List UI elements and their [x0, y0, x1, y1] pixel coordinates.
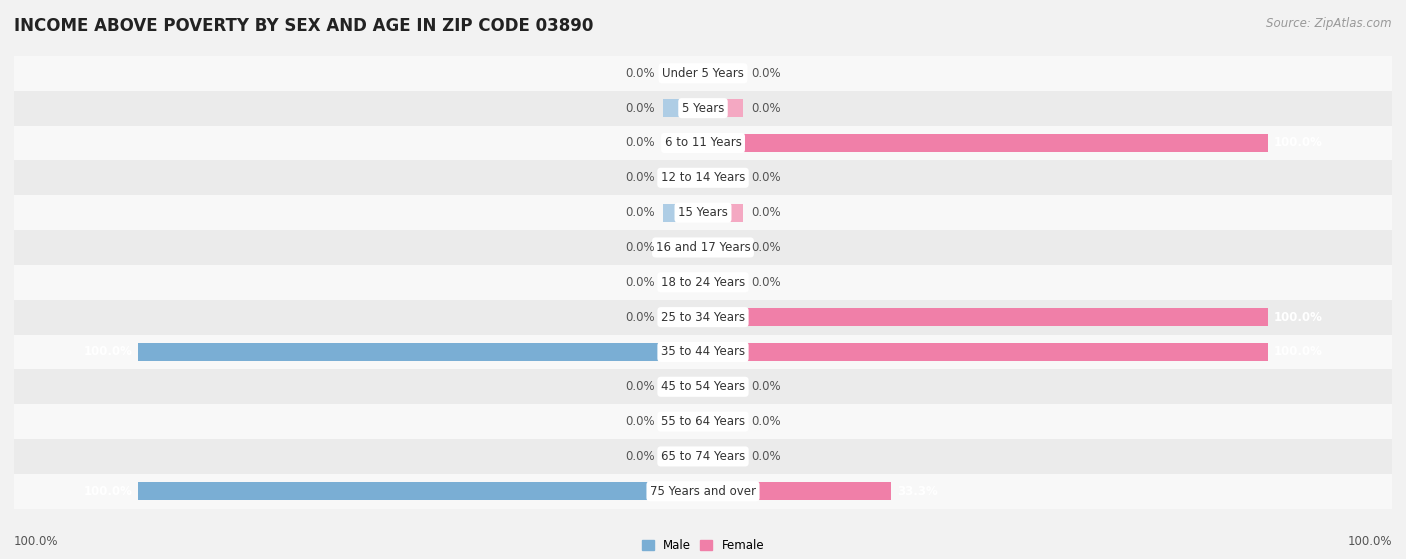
Bar [14, 160, 1392, 195]
Bar [703, 308, 1268, 326]
Text: 45 to 54 Years: 45 to 54 Years [661, 380, 745, 394]
Legend: Male, Female: Male, Female [637, 534, 769, 557]
Bar [14, 91, 1392, 126]
Bar [664, 64, 703, 82]
Text: 16 and 17 Years: 16 and 17 Years [655, 241, 751, 254]
Text: 0.0%: 0.0% [626, 276, 655, 289]
Bar [14, 404, 1392, 439]
Text: 100.0%: 100.0% [14, 535, 59, 548]
Bar [14, 439, 1392, 474]
Bar [664, 378, 703, 396]
Text: 0.0%: 0.0% [751, 276, 780, 289]
Text: 0.0%: 0.0% [751, 171, 780, 184]
Bar [14, 300, 1392, 334]
Text: 6 to 11 Years: 6 to 11 Years [665, 136, 741, 149]
Text: 100.0%: 100.0% [84, 345, 132, 358]
Bar [664, 99, 703, 117]
Text: 0.0%: 0.0% [626, 102, 655, 115]
Bar [14, 230, 1392, 265]
Text: 100.0%: 100.0% [1274, 345, 1322, 358]
Text: 0.0%: 0.0% [751, 67, 780, 80]
Text: 0.0%: 0.0% [626, 206, 655, 219]
Bar [14, 334, 1392, 369]
Text: 0.0%: 0.0% [751, 380, 780, 394]
Bar [14, 126, 1392, 160]
Text: 100.0%: 100.0% [84, 485, 132, 498]
Bar [703, 343, 1268, 361]
Bar [664, 169, 703, 187]
Bar [664, 203, 703, 222]
Bar [14, 195, 1392, 230]
Text: 0.0%: 0.0% [626, 171, 655, 184]
Text: 100.0%: 100.0% [1274, 136, 1322, 149]
Bar [703, 134, 1268, 152]
Text: 0.0%: 0.0% [626, 67, 655, 80]
Text: 35 to 44 Years: 35 to 44 Years [661, 345, 745, 358]
Text: 0.0%: 0.0% [751, 206, 780, 219]
Text: Source: ZipAtlas.com: Source: ZipAtlas.com [1267, 17, 1392, 30]
Text: 5 Years: 5 Years [682, 102, 724, 115]
Text: 0.0%: 0.0% [626, 450, 655, 463]
Bar [703, 169, 742, 187]
Text: 0.0%: 0.0% [626, 311, 655, 324]
Text: 0.0%: 0.0% [626, 415, 655, 428]
Bar [14, 56, 1392, 91]
Text: 33.3%: 33.3% [897, 485, 938, 498]
Text: 0.0%: 0.0% [626, 380, 655, 394]
Text: 18 to 24 Years: 18 to 24 Years [661, 276, 745, 289]
Text: Under 5 Years: Under 5 Years [662, 67, 744, 80]
Text: 0.0%: 0.0% [626, 136, 655, 149]
Text: 65 to 74 Years: 65 to 74 Years [661, 450, 745, 463]
Bar [664, 447, 703, 466]
Text: 55 to 64 Years: 55 to 64 Years [661, 415, 745, 428]
Bar [664, 238, 703, 257]
Text: 15 Years: 15 Years [678, 206, 728, 219]
Bar [664, 413, 703, 430]
Bar [138, 482, 703, 500]
Bar [703, 99, 742, 117]
Text: 100.0%: 100.0% [1347, 535, 1392, 548]
Bar [664, 273, 703, 291]
Bar [703, 378, 742, 396]
Bar [664, 134, 703, 152]
Text: 0.0%: 0.0% [626, 241, 655, 254]
Text: 75 Years and over: 75 Years and over [650, 485, 756, 498]
Text: 0.0%: 0.0% [751, 450, 780, 463]
Text: 12 to 14 Years: 12 to 14 Years [661, 171, 745, 184]
Text: 100.0%: 100.0% [1274, 311, 1322, 324]
Bar [703, 447, 742, 466]
Bar [703, 203, 742, 222]
Bar [703, 482, 891, 500]
Bar [703, 238, 742, 257]
Bar [703, 64, 742, 82]
Bar [703, 273, 742, 291]
Text: 0.0%: 0.0% [751, 102, 780, 115]
Bar [664, 308, 703, 326]
Text: INCOME ABOVE POVERTY BY SEX AND AGE IN ZIP CODE 03890: INCOME ABOVE POVERTY BY SEX AND AGE IN Z… [14, 17, 593, 35]
Bar [703, 413, 742, 430]
Bar [14, 474, 1392, 509]
Text: 0.0%: 0.0% [751, 241, 780, 254]
Bar [14, 265, 1392, 300]
Bar [138, 343, 703, 361]
Text: 0.0%: 0.0% [751, 415, 780, 428]
Bar [14, 369, 1392, 404]
Text: 25 to 34 Years: 25 to 34 Years [661, 311, 745, 324]
